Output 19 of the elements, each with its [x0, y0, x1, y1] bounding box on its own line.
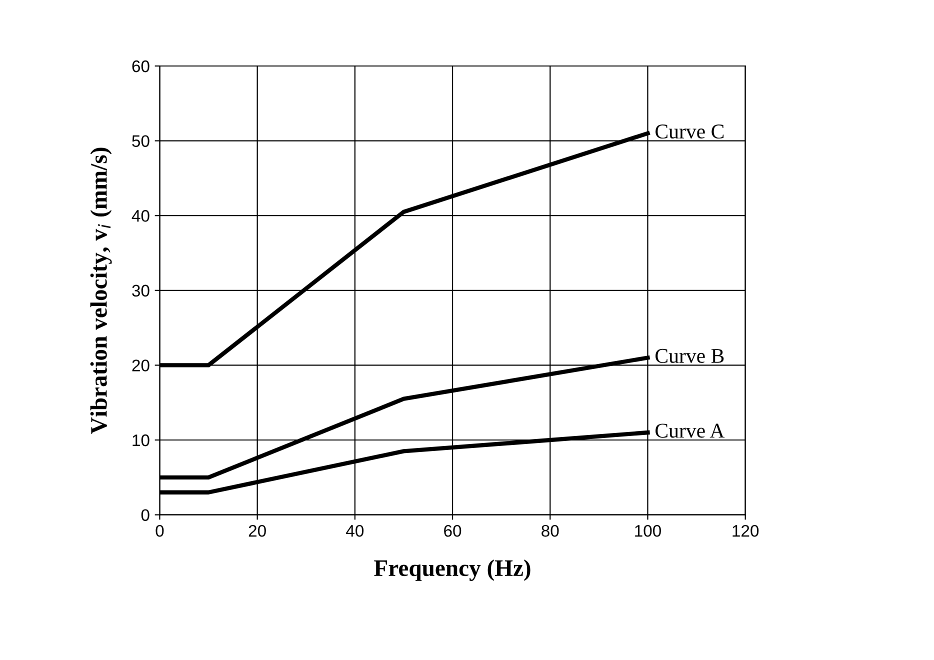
series-label: Curve A: [656, 424, 725, 438]
y-tick-label: 60: [132, 60, 150, 72]
series-label: Curve C: [656, 124, 724, 139]
series-label: Curve B: [656, 348, 724, 363]
y-tick-label: 10: [132, 434, 150, 446]
x-tick-label: 120: [732, 524, 759, 537]
y-tick-label: 20: [132, 360, 150, 372]
x-tick-label: 60: [444, 524, 462, 537]
y-axis-title: Vibration velocity, v$_{i}$ (mm/s): [90, 148, 112, 434]
x-tick-label: 0: [156, 524, 164, 537]
y-tick-label: 0: [141, 509, 150, 522]
y-tick-label: 30: [132, 284, 150, 297]
y-tick-label: 40: [132, 210, 150, 222]
x-axis-title: Frequency (Hz): [374, 560, 530, 581]
x-tick-label: 40: [346, 524, 364, 537]
x-tick-label: 20: [248, 524, 266, 537]
x-tick-label: 80: [542, 524, 559, 537]
y-tick-label: 50: [132, 135, 150, 148]
x-tick-label: 100: [635, 524, 661, 537]
